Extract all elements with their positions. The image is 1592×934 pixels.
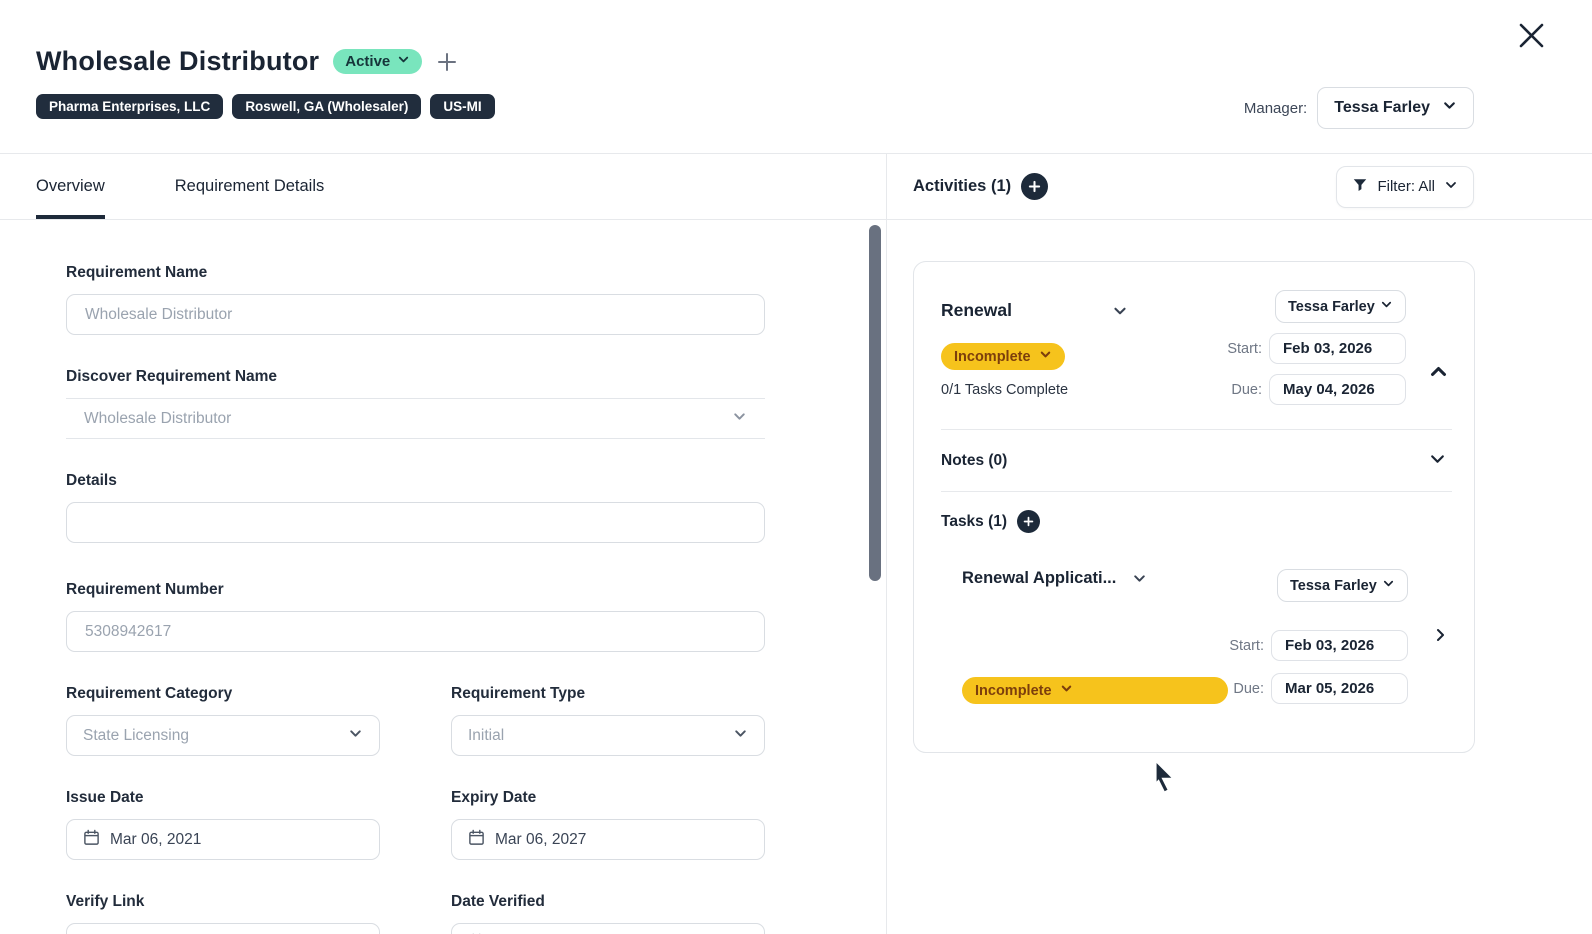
tag-jurisdiction: US-MI [430,94,495,119]
expiry-date-value: Mar 06, 2027 [495,830,587,848]
discover-requirement-name-value: Wholesale Distributor [84,409,232,427]
subheader-divider [0,219,1592,220]
chevron-down-icon [1380,298,1393,315]
activity-due-date[interactable]: May 04, 2026 [1269,374,1406,405]
add-activity-button[interactable] [1021,173,1049,200]
filter-icon [1352,177,1368,197]
chevron-down-icon [1382,577,1395,594]
card-divider [941,491,1452,492]
activity-card: Renewal Incomplete 0/1 Tasks Complete [913,261,1475,753]
expiry-date-label: Expiry Date [451,789,537,806]
requirement-name-label: Requirement Name [66,264,208,281]
task-due-date[interactable]: Mar 05, 2026 [1271,673,1408,704]
verify-link-input[interactable]: https://aca-prod.accela.com/MILARA/ [66,923,380,934]
requirement-category-select[interactable]: State Licensing [66,715,380,756]
header: Wholesale Distributor Active Pharma Ente… [0,0,1592,153]
due-label: Due: [1233,680,1264,697]
chevron-down-icon[interactable] [1112,303,1128,319]
task-row: Renewal Applicati... Incomplete [941,569,1448,704]
chevron-down-icon[interactable] [1132,571,1147,586]
tasks-title: Tasks (1) [941,512,1008,530]
activity-assignee-value: Tessa Farley [1288,298,1375,315]
add-requirement-button[interactable] [436,51,458,73]
requirement-type-value: Initial [468,726,505,744]
requirement-number-input[interactable] [66,611,765,652]
close-icon[interactable] [1518,22,1545,49]
activities-title: Activities (1) [913,177,1012,195]
activities-panel: Renewal Incomplete 0/1 Tasks Complete [887,220,1592,934]
calendar-icon [468,829,485,851]
status-label: Active [345,53,391,70]
task-start-date[interactable]: Feb 03, 2026 [1271,630,1408,661]
notes-title: Notes (0) [941,452,1008,469]
chevron-down-icon [733,726,748,746]
chevron-down-icon [1444,178,1458,196]
activity-assignee-dropdown[interactable]: Tessa Farley [1275,290,1406,323]
activity-status-label: Incomplete [954,348,1031,365]
activity-start-date[interactable]: Feb 03, 2026 [1269,333,1406,364]
notes-section-header[interactable]: Notes (0) [941,430,1448,491]
task-status-dropdown[interactable]: Incomplete [962,677,1228,704]
chevron-down-icon[interactable] [1429,450,1446,472]
task-status-label: Incomplete [975,682,1052,699]
activity-name: Renewal [941,300,1012,320]
filter-button[interactable]: Filter: All [1336,165,1474,208]
discover-requirement-name-label: Discover Requirement Name [66,368,278,385]
chevron-down-icon [397,53,410,70]
requirement-number-label: Requirement Number [66,581,224,598]
calendar-icon [83,829,100,851]
chevron-down-icon [1060,682,1073,699]
tasks-progress: 0/1 Tasks Complete [941,382,1069,398]
start-label: Start: [1227,340,1262,357]
due-label: Due: [1231,381,1262,398]
date-verified-label: Date Verified [451,893,545,910]
status-dropdown[interactable]: Active [333,49,423,74]
requirement-category-label: Requirement Category [66,685,233,702]
verify-link-label: Verify Link [66,893,145,910]
left-panel-scrollbar[interactable] [869,225,881,581]
requirement-name-input[interactable] [66,294,765,335]
requirement-type-label: Requirement Type [451,685,586,702]
issue-date-value: Mar 06, 2021 [110,830,202,848]
manager-label: Manager: [1243,99,1308,117]
details-textarea[interactable] [66,502,765,543]
tag-location: Roswell, GA (Wholesaler) [232,94,422,119]
chevron-down-icon [732,409,747,429]
details-label: Details [66,472,117,489]
tab-requirement-details[interactable]: Requirement Details [174,177,325,195]
discover-requirement-name-select[interactable]: Wholesale Distributor [66,398,765,439]
add-task-button[interactable] [1017,510,1041,533]
issue-date-input[interactable]: Mar 06, 2021 [66,819,380,860]
chevron-down-icon [348,726,363,746]
manager-dropdown[interactable]: Tessa Farley [1317,87,1474,129]
page-title: Wholesale Distributor [36,46,320,76]
card-divider [941,429,1452,430]
open-task-chevron-right-icon[interactable] [1408,569,1448,704]
issue-date-label: Issue Date [66,789,144,806]
overview-panel: Requirement Name Discover Requirement Na… [0,220,887,934]
date-verified-input[interactable]: Enter date [451,923,765,934]
manager-value: Tessa Farley [1334,99,1430,116]
activity-status-dropdown[interactable]: Incomplete [941,343,1065,370]
expiry-date-input[interactable]: Mar 06, 2027 [451,819,765,860]
start-label: Start: [1229,637,1264,654]
task-assignee-dropdown[interactable]: Tessa Farley [1277,569,1408,602]
header-divider [0,153,1592,154]
task-assignee-value: Tessa Farley [1290,577,1377,594]
chevron-down-icon [1442,98,1457,118]
tags-row: Pharma Enterprises, LLC Roswell, GA (Who… [0,77,1592,119]
collapse-activity-chevron-up-icon[interactable] [1406,290,1448,405]
tab-overview[interactable]: Overview [36,154,105,219]
filter-label: Filter: All [1377,178,1435,195]
tab-bar: Overview Requirement Details [0,154,887,219]
chevron-down-icon [1039,348,1052,365]
requirement-type-select[interactable]: Initial [451,715,765,756]
task-name: Renewal Applicati... [962,569,1117,587]
requirement-category-value: State Licensing [83,726,189,744]
tag-company: Pharma Enterprises, LLC [36,94,224,119]
